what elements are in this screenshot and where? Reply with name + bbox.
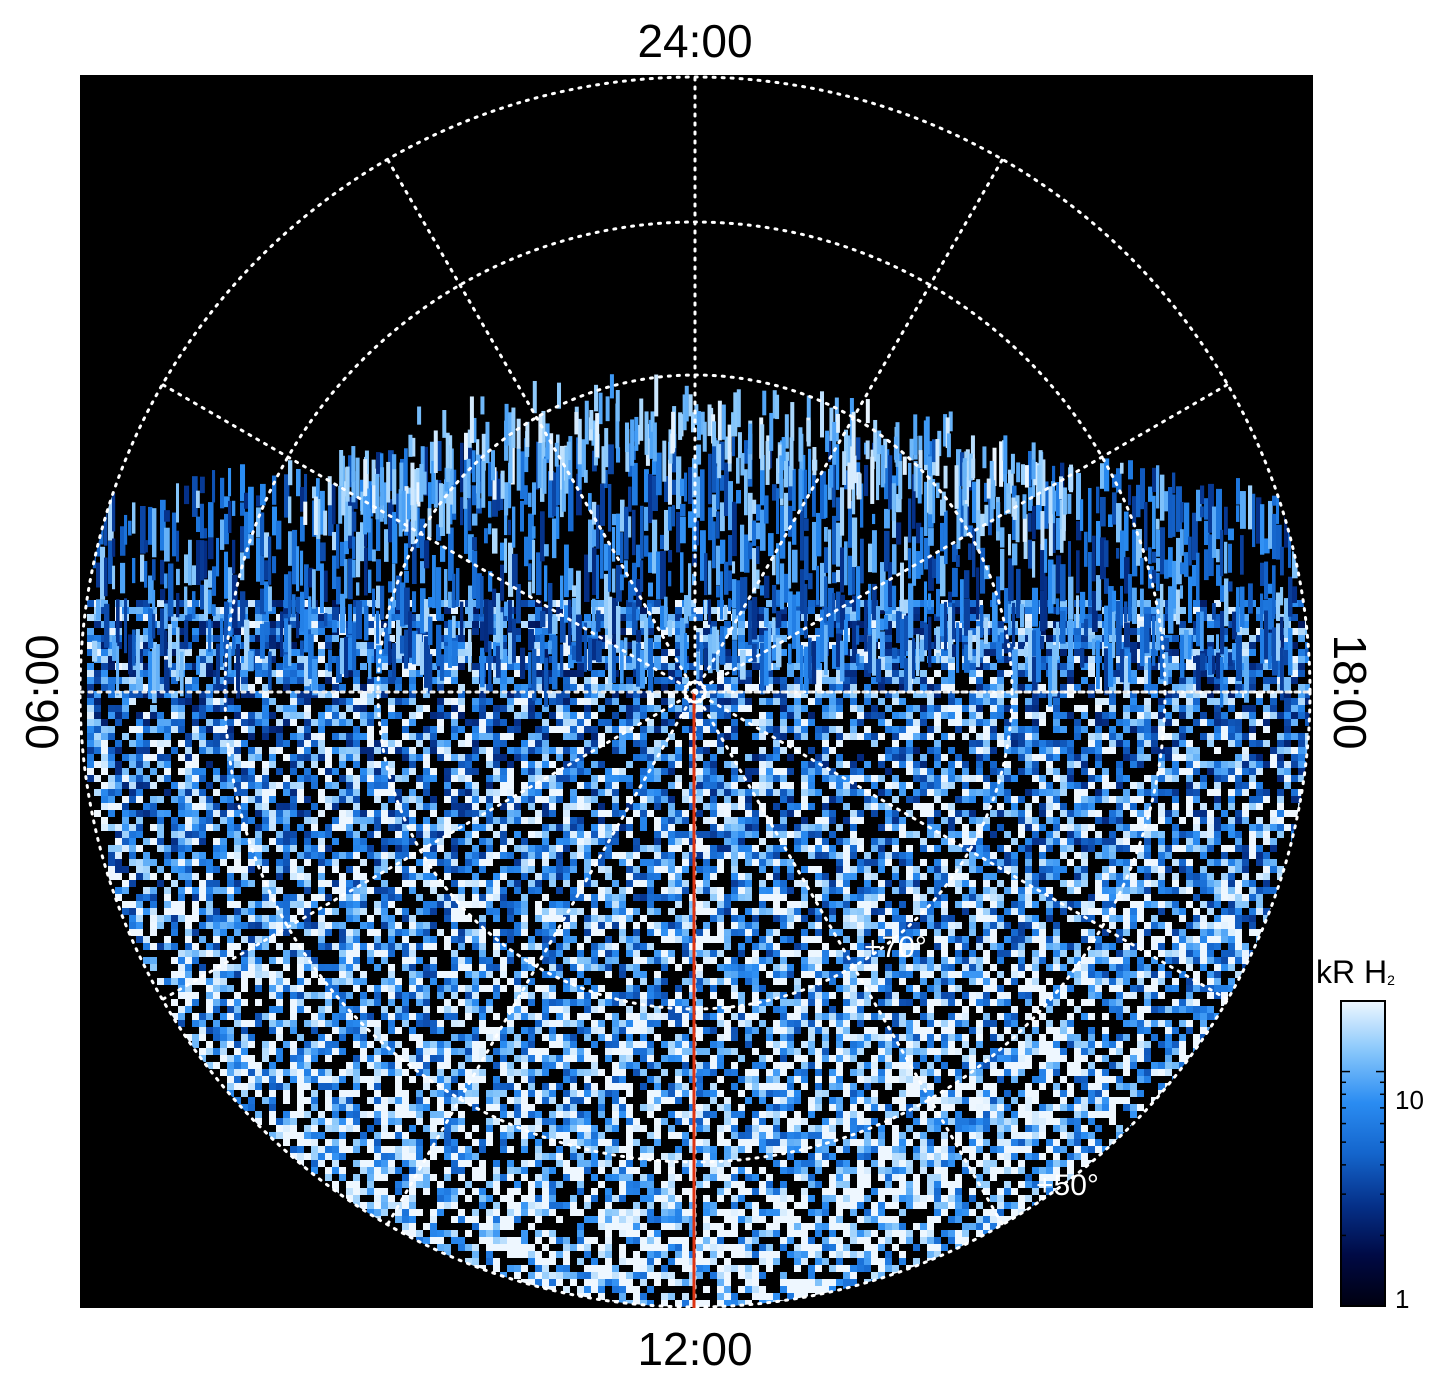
colorbar-title: kR H2: [1316, 954, 1395, 991]
colorbar-tick-label-10: 10: [1395, 1085, 1424, 1116]
colorbar-title-text: kR H: [1316, 954, 1387, 990]
colorbar-title-subscript: 2: [1387, 972, 1395, 988]
pole-marker-dot: [693, 690, 697, 694]
local-time-label-right: 18:00: [1327, 634, 1373, 749]
local-time-label-top: 24:00: [637, 18, 752, 64]
local-time-label-left: 06:00: [19, 634, 65, 749]
local-time-label-bottom: 12:00: [637, 1326, 752, 1372]
latitude-label-50: +50°: [1036, 1169, 1099, 1202]
colorbar-tick-label-1: 1: [1395, 1284, 1409, 1315]
colorbar-gradient: [1341, 1001, 1385, 1306]
latitude-label-70: +70°: [864, 931, 927, 964]
